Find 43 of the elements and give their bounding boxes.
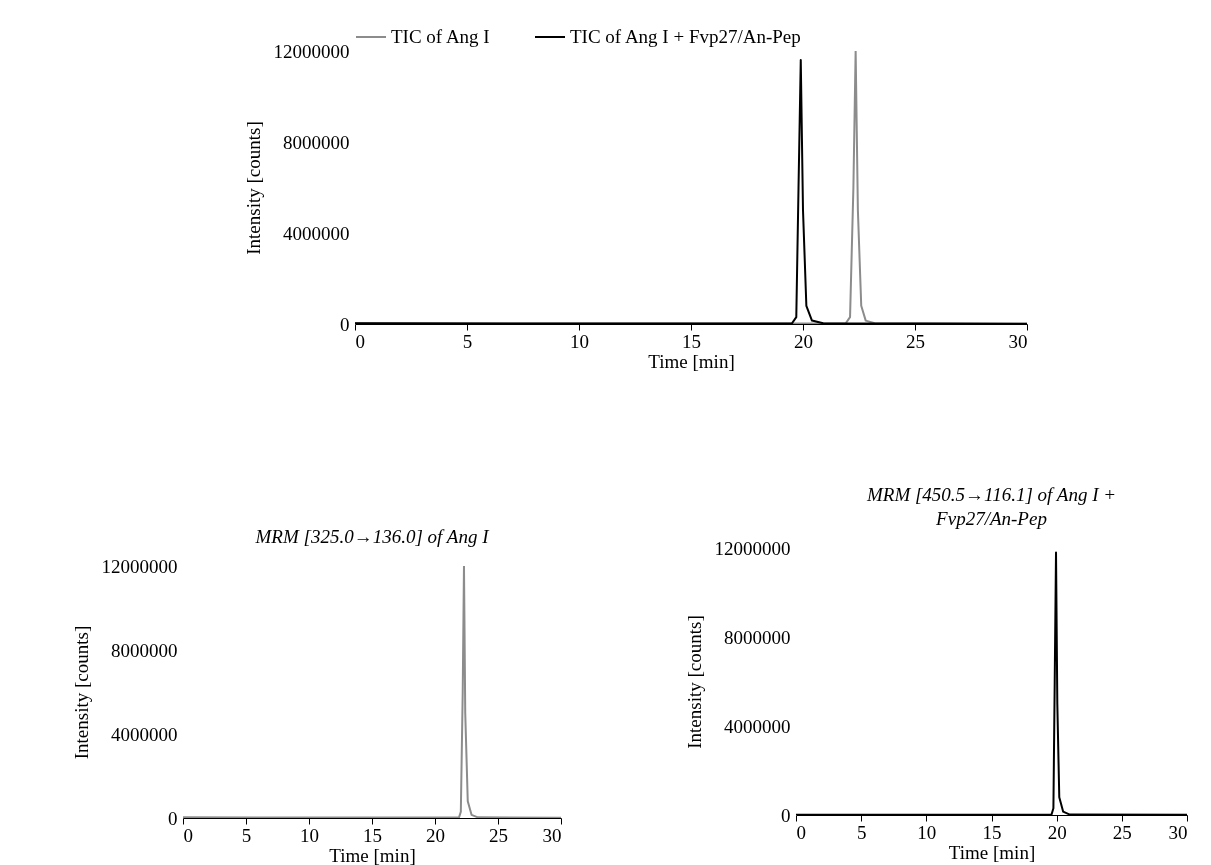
x-tick-label: 0 — [355, 330, 365, 352]
x-axis-title: Time [min] — [648, 350, 735, 372]
y-tick-label: 12000000 — [714, 537, 791, 559]
x-tick-label: 5 — [462, 330, 473, 352]
chart-title: MRM [450.5→116.1] of Ang I + Fvp27/An-Pep — [865, 484, 1117, 529]
y-tick-label: 0 — [781, 804, 791, 826]
chart-title: MRM [325.0→136.0] of Ang I — [254, 526, 491, 547]
y-tick-label: 12000000 — [101, 555, 178, 577]
y-axis-title: Intensity [counts] — [683, 615, 705, 749]
x-tick-label: 5 — [241, 824, 252, 846]
y-tick-label: 8000000 — [724, 626, 791, 648]
x-tick-label: 30 — [542, 824, 562, 846]
x-tick-label: 20 — [426, 824, 445, 846]
x-tick-label: 25 — [906, 330, 925, 352]
y-tick-label: 0 — [340, 313, 350, 335]
x-tick-label: 25 — [489, 824, 508, 846]
x-tick-label: 30 — [1168, 821, 1188, 843]
x-tick-label: 0 — [183, 824, 193, 846]
y-tick-label: 4000000 — [283, 222, 350, 244]
x-tick-label: 20 — [1047, 821, 1067, 843]
x-tick-label: 10 — [570, 330, 589, 352]
y-tick-label: 4000000 — [724, 715, 791, 737]
x-tick-label: 5 — [856, 821, 867, 843]
x-tick-label: 10 — [917, 821, 937, 843]
y-axis-title: Intensity [counts] — [242, 121, 264, 255]
x-tick-label: 15 — [363, 824, 382, 846]
y-tick-label: 4000000 — [111, 723, 178, 745]
x-tick-label: 10 — [300, 824, 319, 846]
y-tick-label: 0 — [168, 807, 178, 829]
x-tick-label: 15 — [682, 330, 701, 352]
y-axis-title: Intensity [counts] — [70, 625, 92, 760]
y-tick-label: 8000000 — [283, 131, 350, 153]
x-tick-label: 20 — [794, 330, 813, 352]
legend-label: TIC of Ang I + Fvp27/An-Pep — [570, 26, 801, 47]
x-axis-title: Time [min] — [329, 844, 416, 865]
legend-label: TIC of Ang I — [391, 26, 490, 47]
y-tick-label: 8000000 — [111, 639, 178, 661]
y-tick-label: 12000000 — [273, 40, 350, 62]
x-tick-label: 30 — [1008, 330, 1028, 352]
x-tick-label: 15 — [982, 821, 1002, 843]
x-axis-title: Time [min] — [948, 841, 1036, 863]
x-tick-label: 0 — [796, 821, 806, 843]
x-tick-label: 25 — [1112, 821, 1132, 843]
